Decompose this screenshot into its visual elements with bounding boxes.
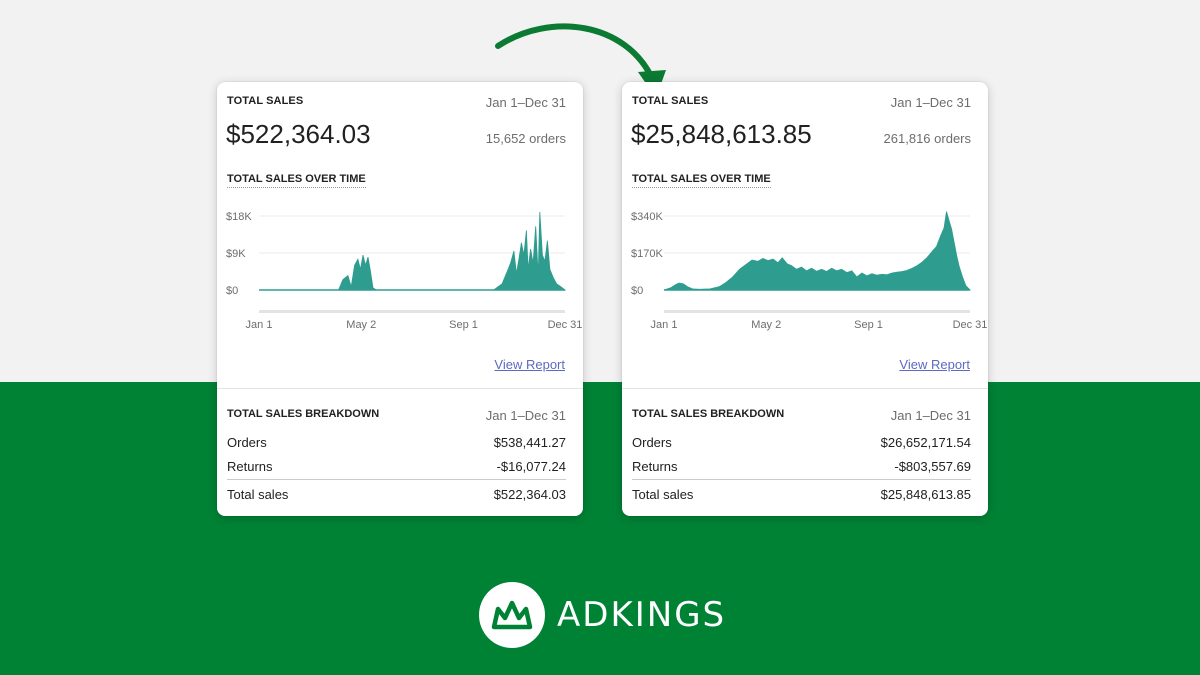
breakdown-date-range: Jan 1–Dec 31: [890, 408, 971, 423]
total-sales-amount: $522,364.03: [226, 119, 371, 149]
row-value: -$803,557.69: [894, 459, 971, 474]
y-tick-label: $170K: [631, 248, 663, 260]
x-tick-label: May 2: [346, 319, 376, 331]
breakdown-title: TOTAL SALES BREAKDOWN: [632, 408, 785, 420]
brand-logo: ADKINGS: [479, 582, 726, 648]
breakdown-title: TOTAL SALES BREAKDOWN: [227, 408, 380, 420]
sales-chart: $340K $170K $0 Jan 1 May 2 Sep 1 Dec 31: [631, 211, 988, 331]
breakdown-row-returns: Returns -$803,557.69: [632, 459, 971, 474]
row-label: Returns: [227, 459, 273, 474]
breakdown-date-range: Jan 1–Dec 31: [485, 408, 566, 423]
x-tick-label: Dec 31: [548, 319, 583, 331]
date-range: Jan 1–Dec 31: [485, 95, 566, 110]
divider: [622, 388, 988, 389]
x-tick-label: Jan 1: [246, 319, 273, 331]
view-report-link[interactable]: View Report: [899, 357, 970, 372]
divider: [217, 388, 583, 389]
total-divider: [632, 479, 971, 480]
total-sales-amount: $25,848,613.85: [631, 119, 812, 149]
orders-count: 15,652 orders: [485, 131, 566, 146]
row-label: Orders: [227, 435, 267, 450]
row-value: $522,364.03: [493, 487, 566, 502]
sales-card: TOTAL SALES Jan 1–Dec 31 $25,848,613.85 …: [622, 82, 988, 516]
x-tick-label: Sep 1: [449, 319, 478, 331]
y-tick-label: $18K: [226, 211, 252, 223]
y-tick-label: $0: [226, 285, 238, 297]
chart-title: TOTAL SALES OVER TIME: [632, 173, 771, 188]
sales-card: TOTAL SALES Jan 1–Dec 31 $522,364.03 15,…: [217, 82, 583, 516]
card-title: TOTAL SALES: [632, 95, 709, 107]
x-tick-label: Dec 31: [953, 319, 988, 331]
card-title: TOTAL SALES: [227, 95, 304, 107]
orders-count: 261,816 orders: [883, 131, 971, 146]
chart-title: TOTAL SALES OVER TIME: [227, 173, 366, 188]
brand-band: [0, 382, 1200, 675]
row-label: Total sales: [227, 487, 289, 502]
y-tick-label: $340K: [631, 211, 663, 223]
row-value: $26,652,171.54: [880, 435, 971, 450]
row-value: $25,848,613.85: [880, 487, 971, 502]
row-value: $538,441.27: [493, 435, 566, 450]
crown-logo-icon: [479, 582, 545, 648]
date-range: Jan 1–Dec 31: [890, 95, 971, 110]
row-label: Orders: [632, 435, 672, 450]
x-tick-label: Jan 1: [651, 319, 678, 331]
breakdown-row-orders: Orders $26,652,171.54: [632, 435, 971, 450]
breakdown-row-total: Total sales $25,848,613.85: [632, 487, 971, 502]
view-report-link[interactable]: View Report: [494, 357, 565, 372]
row-label: Returns: [632, 459, 678, 474]
sales-area-series: [259, 211, 567, 291]
y-tick-label: $0: [631, 285, 643, 297]
sales-chart: $18K $9K $0 Jan 1 May 2 Sep 1 Dec 31: [226, 211, 583, 331]
breakdown-row-returns: Returns -$16,077.24: [227, 459, 566, 474]
y-tick-label: $9K: [226, 248, 246, 260]
breakdown-row-orders: Orders $538,441.27: [227, 435, 566, 450]
x-axis-bar: [259, 310, 565, 313]
x-tick-label: Sep 1: [854, 319, 883, 331]
total-divider: [227, 479, 566, 480]
sales-area-series: [663, 211, 971, 291]
breakdown-row-total: Total sales $522,364.03: [227, 487, 566, 502]
row-label: Total sales: [632, 487, 694, 502]
x-axis-bar: [664, 310, 970, 313]
brand-wordmark: ADKINGS: [557, 595, 727, 635]
row-value: -$16,077.24: [496, 459, 566, 474]
x-tick-label: May 2: [751, 319, 781, 331]
